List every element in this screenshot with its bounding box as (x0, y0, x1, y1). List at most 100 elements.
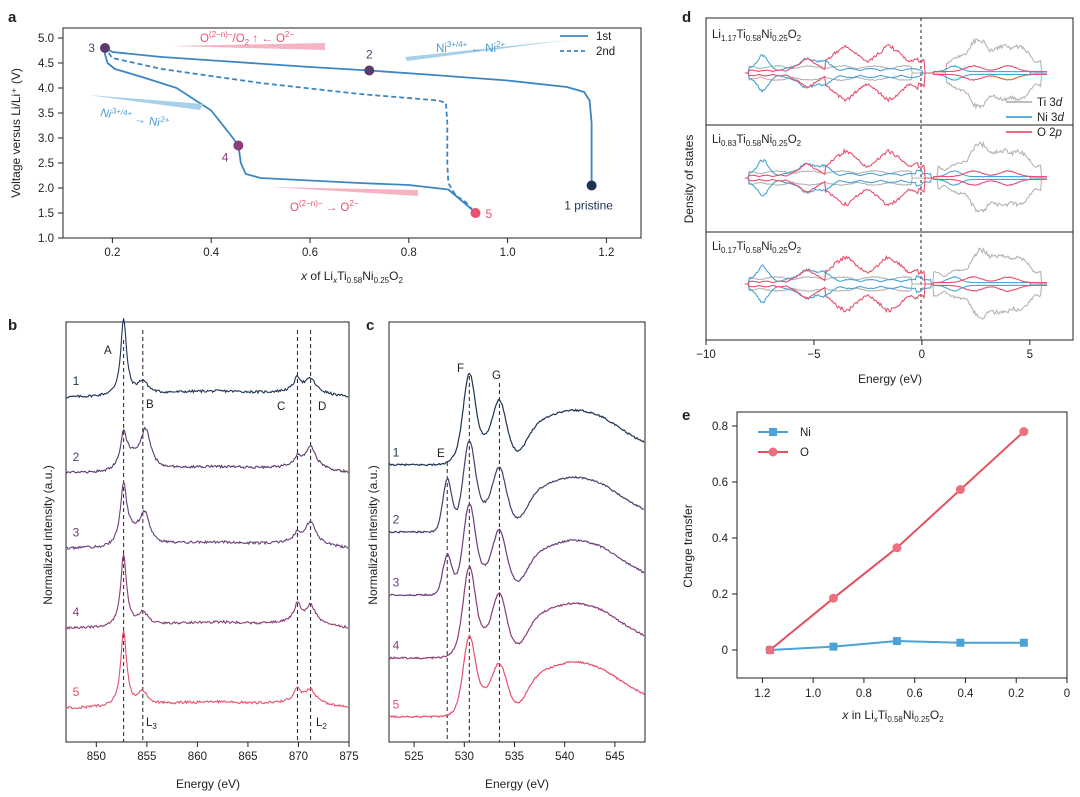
panel-b-ylabel: Normalized intensity (a.u.) (41, 465, 55, 604)
spectrum-label-3: 3 (73, 525, 80, 539)
peak-label-B: B (146, 399, 154, 411)
legend-marker-ni-e (769, 428, 777, 436)
spectrum-label-5: 5 (73, 685, 80, 699)
x-tick-label: 0.8 (856, 688, 872, 700)
point-Ni-1 (829, 642, 838, 651)
panel-d-legend: Ti 3d Ni 3d O 2p (1006, 97, 1064, 139)
state-label-2: 2 (366, 48, 373, 62)
legend-2nd: 2nd (596, 46, 615, 58)
dos-o-3-down (744, 283, 1048, 314)
panel-d-ticks: −10 −5 0 5 (696, 340, 1033, 361)
point-O-1 (828, 593, 838, 603)
spectrum-1 (65, 318, 349, 399)
x-tick-label: 865 (238, 751, 257, 763)
x-tick-label: 525 (405, 751, 424, 763)
y-tick-label: 2.0 (38, 183, 54, 195)
spectrum-label-4: 4 (73, 605, 80, 619)
dos-ni-3-up (744, 264, 1048, 285)
x-tick-label: 0 (919, 349, 925, 361)
x-tick-label: 5 (1027, 349, 1033, 361)
panel-b: b 850 855 860 865 870 875 Normalized intensit… (8, 317, 359, 791)
x-tick-label: 1.2 (598, 247, 614, 259)
point-O-4 (1019, 427, 1029, 437)
y-tick-label: 4.0 (38, 83, 54, 95)
legend-marker-o-e (768, 447, 778, 457)
spectrum-3 (65, 479, 349, 551)
spectrum-label-3: 3 (393, 576, 400, 590)
x-tick-label: 540 (555, 751, 574, 763)
panel-e-ticks: 1.2 1.0 0.8 0.6 0.4 0.2 0 0 0.2 0.4 0.6 0.8 (712, 421, 1070, 700)
x-tick-label: 875 (339, 751, 358, 763)
panel-d-xlabel: Energy (eV) (858, 372, 922, 386)
y-tick-label: 0.8 (712, 421, 728, 433)
peak-label-A: A (104, 345, 112, 357)
dos-ni-1-up (744, 54, 1048, 74)
peak-label-D: D (318, 401, 326, 413)
panel-e-xlabel: x in LixTi0.58Ni0.25O2 (841, 708, 944, 724)
x-tick-label: −5 (807, 349, 820, 361)
state-label-3: 3 (88, 41, 95, 55)
y-tick-label: 0.6 (712, 477, 728, 489)
panel-label-a: a (8, 9, 17, 26)
x-tick-label: 0.8 (401, 247, 417, 259)
panel-e-legend: Ni O (758, 427, 811, 459)
edge-label-L3: L3 (146, 717, 157, 731)
y-tick-label: 3.5 (38, 108, 54, 120)
panel-b-frame (65, 321, 350, 743)
dos-ni-2-up (744, 158, 1048, 179)
peak-label-G: G (492, 370, 501, 382)
spectrum-label-5: 5 (393, 698, 400, 712)
edge-label-L2: L2 (316, 717, 327, 731)
x-tick-label: 870 (289, 751, 308, 763)
panel-c: c 525 530 535 540 545 Normalized intensity (… (366, 317, 646, 791)
dos-ti-3-down (744, 283, 1048, 320)
panel-d-curves (744, 37, 1048, 320)
panel-a-ticks: 0.2 0.4 0.6 0.8 1.0 1.2 1.0 1.5 2.0 2.5 3.0 3.5 4.0 4… (38, 33, 614, 259)
arrow-o-release (170, 43, 325, 50)
arrow-ni-red (88, 95, 203, 110)
anno-ni-red: Ni3+/4+ → Ni2+ (99, 104, 170, 131)
panel-label-b: b (8, 317, 17, 334)
spectrum-1 (388, 372, 645, 467)
x-tick-label: 1.0 (500, 247, 516, 259)
dos-o-1-up (744, 44, 1048, 74)
legend-o-e: O (800, 447, 809, 459)
dos-o-1-down (744, 72, 1048, 103)
panel-d-frame (705, 17, 1074, 341)
point-O-0 (765, 645, 775, 655)
dos-title-2: Li0.83Ti0.58Ni0.25O2 (712, 134, 802, 148)
point-Ni-2 (892, 637, 901, 646)
panel-label-c: c (366, 317, 374, 334)
panel-b-curves: 1 2 3 4 5 (65, 318, 349, 742)
dos-ni-2-down (744, 177, 1048, 197)
y-tick-label: 1.5 (38, 208, 54, 220)
panel-e-ylabel: Charge transfer (681, 504, 695, 587)
dos-o-2-up (744, 148, 1048, 179)
panel-c-xlabel: Energy (eV) (485, 777, 549, 791)
x-tick-label: 860 (188, 751, 207, 763)
point-Ni-4 (1019, 638, 1028, 647)
panel-e: e 1.2 1.0 0.8 0.6 0.4 0.2 0 0 0.2 0.4 0.6 0.8 Charg… (681, 407, 1070, 724)
spectrum-3 (388, 503, 645, 597)
legend-1st: 1st (596, 31, 612, 43)
x-tick-label: 0.6 (302, 247, 318, 259)
state-marker-3 (99, 43, 110, 53)
panel-e-frame (736, 411, 1068, 679)
panel-b-ticks: 850 855 860 865 870 875 (87, 742, 359, 763)
arrow-o-red (270, 187, 418, 196)
panel-e-series (765, 427, 1029, 655)
x-tick-label: 0.6 (907, 688, 923, 700)
x-tick-label: 855 (137, 751, 156, 763)
dos-ti-3-up (744, 247, 1048, 285)
panel-b-xlabel: Energy (eV) (176, 777, 240, 791)
legend-ni: Ni 3d (1037, 112, 1064, 124)
point-Ni-3 (956, 638, 965, 647)
panel-a-arrows (88, 40, 568, 196)
x-tick-label: 1.2 (754, 688, 770, 700)
spectrum-4 (65, 554, 349, 631)
spectrum-4 (388, 566, 645, 660)
state-marker-2 (364, 65, 375, 76)
spectrum-5 (388, 634, 645, 719)
peak-label-C: C (277, 401, 285, 413)
